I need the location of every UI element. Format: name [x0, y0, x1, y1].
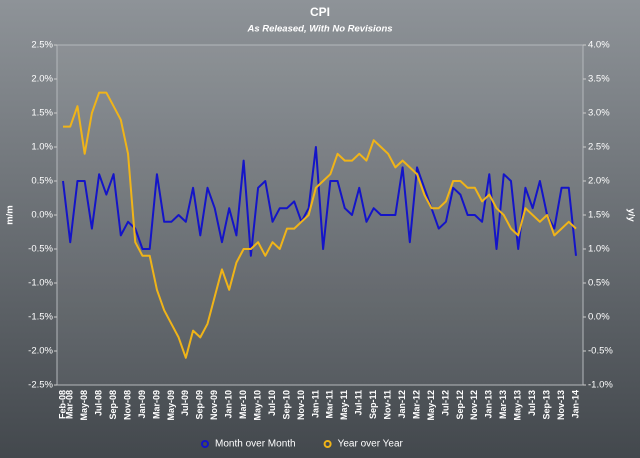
x-tick-label: Sep-11	[368, 390, 378, 419]
y2-tick-label: 2.5%	[588, 142, 610, 153]
y-tick-label: -1.0%	[28, 278, 53, 289]
y2-tick-label: 4.0%	[588, 40, 610, 51]
x-tick-label: Nov-13	[556, 390, 566, 420]
y2-tick-label: 0.0%	[588, 312, 610, 323]
x-tick-label: Sep-10	[281, 390, 291, 420]
x-tick-label: Jan-12	[397, 390, 407, 419]
x-tick-label: Nov-09	[209, 390, 219, 420]
legend-label: Year over Year	[338, 439, 404, 450]
x-tick-label: Jan-10	[224, 390, 234, 419]
y-tick-label: -1.5%	[28, 312, 53, 323]
y-tick-label: 2.5%	[31, 40, 53, 51]
x-tick-label: Mar-10	[238, 390, 248, 419]
data-line	[62, 146, 577, 257]
x-tick-label: Feb-08	[57, 390, 67, 419]
y-tick-label: -2.0%	[28, 346, 53, 357]
x-tick-label: May-12	[426, 390, 436, 421]
x-tick-label: May-09	[166, 390, 176, 421]
x-tick-label: May-11	[339, 390, 349, 420]
y-tick-label: 1.0%	[31, 142, 53, 153]
x-tick-label: May-08	[79, 390, 89, 421]
x-tick-label: Jul-09	[180, 390, 190, 416]
x-tick-label: May-13	[513, 390, 523, 421]
x-tick-label: Sep-13	[541, 390, 551, 420]
y2-tick-label: 3.5%	[588, 74, 610, 85]
chart-title: CPI	[310, 5, 330, 19]
x-tick-label: Mar-13	[498, 390, 508, 419]
x-tick-label: Jul-12	[440, 390, 450, 416]
x-tick-label: Jul-11	[354, 390, 364, 416]
y2-tick-label: 0.5%	[588, 278, 610, 289]
x-tick-label: Mar-12	[411, 390, 421, 419]
x-tick-label: Jan-09	[137, 390, 147, 419]
x-tick-label: May-10	[252, 390, 262, 421]
x-tick-label: Jul-13	[527, 390, 537, 416]
y2-tick-label: 1.0%	[588, 244, 610, 255]
y2-tick-label: 3.0%	[588, 108, 610, 119]
y-tick-label: 0.5%	[31, 176, 53, 187]
y2-axis-label: y/y	[625, 208, 636, 222]
x-tick-label: Sep-12	[455, 390, 465, 420]
y-tick-label: 2.0%	[31, 74, 53, 85]
legend-label: Month over Month	[215, 439, 296, 450]
x-tick-label: Nov-11	[383, 390, 393, 420]
legend-marker	[323, 440, 332, 448]
y2-tick-label: -0.5%	[588, 346, 613, 357]
x-tick-label: Mar-11	[325, 390, 335, 419]
legend-marker	[201, 440, 209, 448]
y2-tick-label: 2.0%	[588, 176, 610, 187]
x-tick-label: Jul-10	[267, 390, 277, 416]
y-tick-label: -0.5%	[28, 244, 53, 255]
x-tick-label: Sep-08	[108, 390, 118, 420]
x-tick-label: Jan-11	[310, 390, 320, 418]
x-tick-label: Sep-09	[195, 390, 205, 420]
y-tick-label: -2.5%	[28, 380, 53, 391]
x-tick-label: Mar-08	[65, 390, 75, 419]
x-tick-label: Jan-14	[570, 390, 580, 419]
x-tick-label: Nov-12	[469, 390, 479, 420]
y2-tick-label: 1.5%	[588, 210, 610, 221]
data-line	[63, 91, 577, 359]
y-axis-label: m/m	[5, 205, 16, 225]
x-tick-label: Jan-13	[484, 390, 494, 419]
y-tick-label: 0.0%	[31, 210, 53, 221]
chart-subtitle: As Released, With No Revisions	[246, 24, 392, 35]
y-tick-label: 1.5%	[31, 108, 53, 119]
x-tick-label: Mar-09	[151, 390, 161, 419]
x-tick-label: Nov-08	[122, 390, 132, 420]
x-tick-label: Jul-08	[94, 390, 104, 416]
x-tick-label: Nov-10	[296, 390, 306, 420]
y2-tick-label: -1.0%	[588, 380, 613, 391]
